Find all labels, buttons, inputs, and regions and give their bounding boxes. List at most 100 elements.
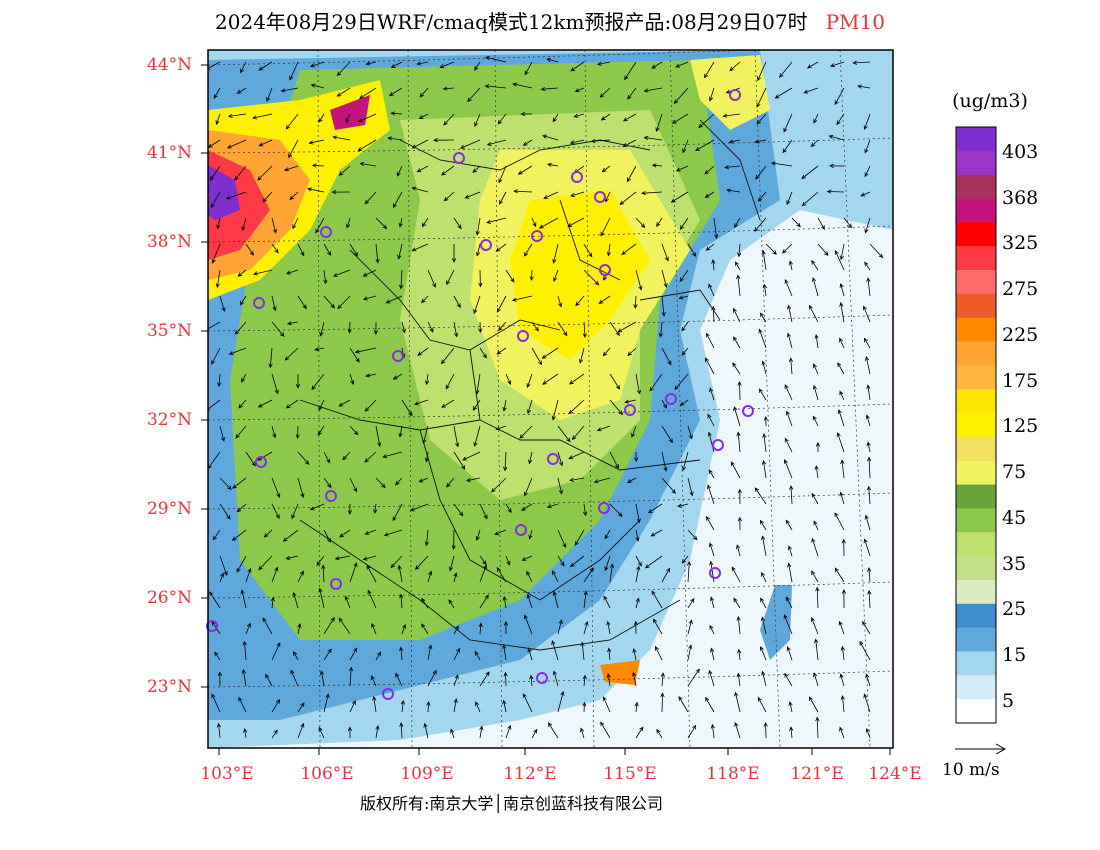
wind-vector [215, 113, 221, 126]
wind-vector [271, 729, 278, 739]
wind-vector [672, 113, 689, 124]
wind-vector [787, 304, 793, 323]
wind-vector [295, 374, 301, 389]
wind-vector [411, 243, 429, 252]
wind-vector [602, 347, 611, 357]
lat-label-26: 26°N [146, 588, 192, 608]
colorbar-swatch [956, 508, 996, 533]
wind-vector [417, 347, 429, 356]
colorbar-swatch [956, 246, 996, 271]
wind-vector [219, 503, 231, 520]
wind-vector [219, 477, 232, 491]
colorbar-swatch [956, 413, 996, 438]
wind-vector [499, 191, 507, 205]
wind-vector [399, 646, 404, 661]
wind-vector [814, 334, 819, 349]
wind-vector [866, 384, 871, 401]
wind-vector [864, 165, 871, 178]
wind-vector [271, 321, 285, 337]
wind-vector [323, 451, 331, 464]
wind-vector [546, 58, 559, 63]
wind-vector [290, 669, 299, 687]
wind-vector [502, 399, 507, 412]
wind-vector [505, 269, 515, 283]
wind-vector [323, 477, 332, 489]
wind-vector [473, 295, 481, 315]
wind-vector [345, 113, 351, 124]
wind-vector [441, 165, 455, 176]
wind-vector [733, 406, 741, 427]
wind-vector [521, 555, 533, 561]
lat-label-41: 41°N [146, 143, 192, 163]
wind-vector [836, 432, 845, 453]
wind-vector [711, 305, 716, 323]
wind-vector [502, 595, 507, 609]
wind-vector [837, 409, 845, 427]
wind-vector [557, 529, 567, 549]
colorbar-swatch [956, 222, 996, 247]
wind-vector [495, 425, 507, 431]
wind-vector [546, 503, 559, 509]
wind-vector [372, 695, 377, 713]
wind-vector [271, 566, 279, 583]
wind-vector [240, 295, 247, 306]
wind-vector [453, 503, 464, 517]
wind-vector [811, 537, 819, 557]
wind-vector [783, 614, 793, 635]
wind-vector [707, 413, 715, 427]
wind-vector [359, 87, 377, 99]
wind-vector [484, 84, 507, 89]
wind-vector [392, 191, 403, 209]
wind-vector [346, 217, 351, 229]
wind-vector [445, 373, 455, 390]
wind-vector [390, 111, 403, 116]
wind-vector [713, 217, 719, 240]
wind-vector [443, 191, 455, 202]
wind-vector [627, 347, 637, 357]
wind-vector [757, 61, 767, 82]
wind-vector [392, 503, 403, 522]
wind-vector [705, 357, 715, 375]
wind-vector [737, 648, 742, 661]
wind-vector [651, 590, 663, 609]
wind-vector [624, 61, 637, 81]
wind-vector [867, 589, 872, 609]
wind-vector [245, 567, 252, 583]
wind-vector [737, 488, 742, 505]
wind-vector [365, 373, 377, 378]
wind-vector [583, 269, 600, 286]
wind-vector [399, 269, 404, 290]
wind-vector [289, 61, 299, 81]
wind-vector [400, 699, 405, 713]
wind-vector [297, 722, 305, 739]
wind-vector [648, 503, 663, 514]
wind-vector [522, 139, 533, 146]
wind-vector [541, 347, 559, 359]
wind-vector [453, 321, 459, 338]
colorbar-swatch [956, 675, 996, 700]
wind-vector [375, 425, 382, 448]
wind-vector [704, 191, 715, 198]
colorbar-swatch [956, 436, 996, 462]
wind-vector [834, 512, 845, 531]
wind-vector [787, 562, 793, 583]
wind-vector [626, 477, 637, 483]
wind-vector [450, 728, 455, 739]
wind-vector [526, 570, 533, 583]
wind-vector [314, 347, 325, 352]
wind-vector [453, 647, 460, 661]
wind-vector [473, 425, 481, 447]
wind-vector [552, 113, 559, 123]
wind-vector [375, 217, 388, 230]
wind-vector [737, 516, 742, 531]
wind-vector [258, 555, 273, 571]
wind-vector [813, 363, 819, 375]
wind-vector [524, 61, 533, 76]
wind-vector [362, 295, 377, 301]
city-markers [206, 89, 754, 700]
wind-vector [389, 87, 403, 96]
wind-vector [227, 113, 247, 118]
wind-vector [427, 644, 433, 661]
graticule [208, 50, 893, 748]
